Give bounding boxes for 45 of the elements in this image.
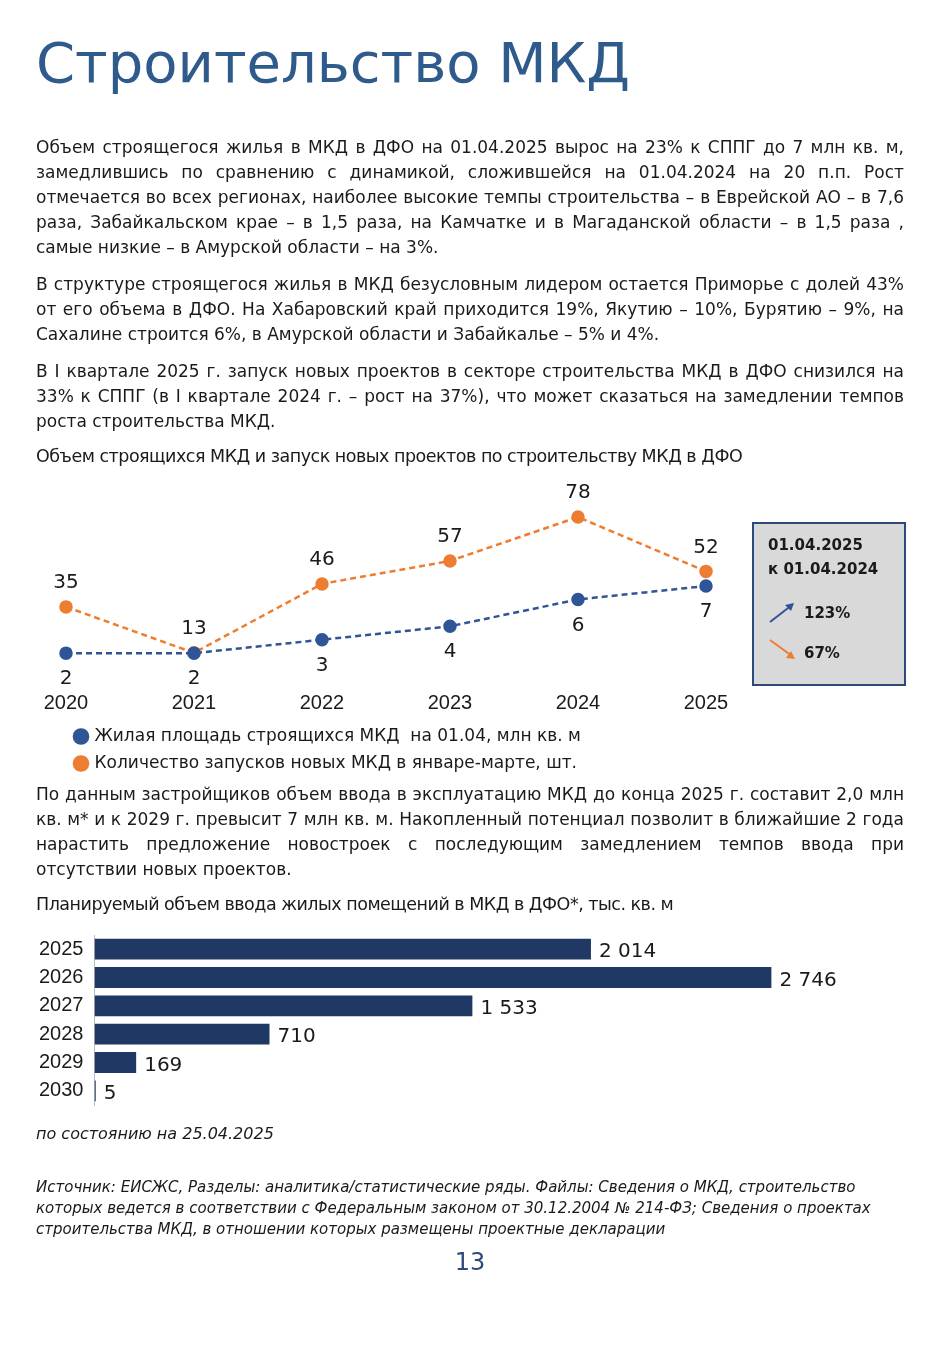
data-label: 46 [309, 546, 335, 571]
data-label: 710 [277, 1023, 316, 1048]
y-tick-label: 2028 [38, 1021, 84, 1044]
text: Строительство МКД [36, 30, 632, 95]
y-tick-label: 2025 [38, 936, 84, 959]
data-label: 2 [59, 665, 73, 690]
data-label: 57 [437, 523, 463, 548]
data-label: 78 [565, 479, 591, 504]
data-label: 13 [181, 615, 207, 640]
x-tick-label: 2020 [43, 690, 89, 713]
data-label: 2 746 [779, 966, 837, 991]
text: Объем строящегося жилья в МКД в ДФО на 01.04.2025 вырос на 23% к СППГ до 7 млн кв. м, замедлившись по сравнению с динамикой, сложившейся на 01.04.2024 на 20 п.п. Рост отмечается во всех регионах, наиболее высокие темпы строительства – в Еврейской АО – в 7,6 раза, Забайкальском крае – в 1,5 раза, на Камчатке и в Магаданской области – в 1,5 раза , самые низкие – в Амурской области – на 3%. [36, 136, 904, 259]
chart-title: Планируемый объем ввода жилых помещений в МКД в ДФО*, тыс. кв. м [36, 894, 675, 914]
summary-panel: 01.04.2025 к 01.04.2024 123% 67% [752, 522, 906, 686]
data-label: 169 [144, 1051, 183, 1076]
annotation: 01.04.2025 [768, 536, 863, 554]
data-label: 5 [103, 1080, 117, 1105]
text: по состоянию на 25.04.2025 [36, 1124, 275, 1143]
data-label: 2 [187, 665, 201, 690]
annotation: к 01.04.2024 [768, 560, 879, 578]
x-tick-label: 2023 [427, 690, 473, 713]
data-label: 52 [693, 533, 719, 558]
data-label: 7 [699, 598, 713, 623]
text: По данным застройщиков объем ввода в эксплуатацию МКД до конца 2025 г. составит 2,0 млн кв. м* и к 2029 г. превысит 7 млн кв. м. Накопленный потенциал позволит в ближайшие 2 года нарастить предложение новостроек с последующим замедлением темпов ввода при отсутствии новых проектов. [36, 783, 904, 881]
y-tick-label: 2026 [38, 965, 84, 988]
data-label: 6 [571, 611, 585, 636]
text: В I квартале 2025 г. запуск новых проектов в секторе строительства МКД в ДФО снизился на 33% к СППГ (в I квартале 2024 г. – рост на 37%), что может сказаться на замедлении темпов роста строительства МКД. [36, 360, 904, 433]
data-label: 3 [315, 651, 329, 676]
data-label: 2 014 [598, 938, 657, 963]
legend-label: Жилая площадь строящихся МКД на 01.04, млн кв. м [94, 724, 581, 745]
data-label: 4 [443, 638, 457, 663]
data-label: 1 533 [480, 995, 538, 1020]
text: Источник: ЕИСЖС, Разделы: аналитика/статистические ряды. Файлы: Сведения о МКД, строительство которых ведется в соответствии с Федеральным законом от 30.12.2004 № 214-ФЗ; Сведения о проектах строительства МКД, в отношении которых размещены проектные декларации [36, 1177, 872, 1240]
chart-title: Объем строящихся МКД и запуск новых проектов по строительству МКД в ДФО [36, 446, 744, 466]
y-tick-label: 2027 [38, 993, 84, 1016]
y-tick-label: 2029 [38, 1050, 84, 1073]
y-tick-label: 2030 [38, 1078, 84, 1101]
data-label: 35 [53, 569, 79, 594]
text: В структуре строящегося жилья в МКД безусловным лидером остается Приморье с долей 43% от его объема в ДФО. На Хабаровский край приходится 19%, Якутию – 10%, Бурятию – 9%, на Сахалине строится 6%, в Амурской области и Забайкалье – 5% и 4%. [36, 273, 904, 346]
x-tick-label: 2022 [299, 690, 345, 713]
text: 13 [453, 1248, 487, 1276]
x-tick-label: 2024 [555, 690, 601, 713]
legend-label: Количество запусков новых МКД в январе-марте, шт. [94, 751, 578, 772]
x-tick-label: 2021 [171, 690, 217, 713]
x-tick-label: 2025 [683, 690, 729, 713]
